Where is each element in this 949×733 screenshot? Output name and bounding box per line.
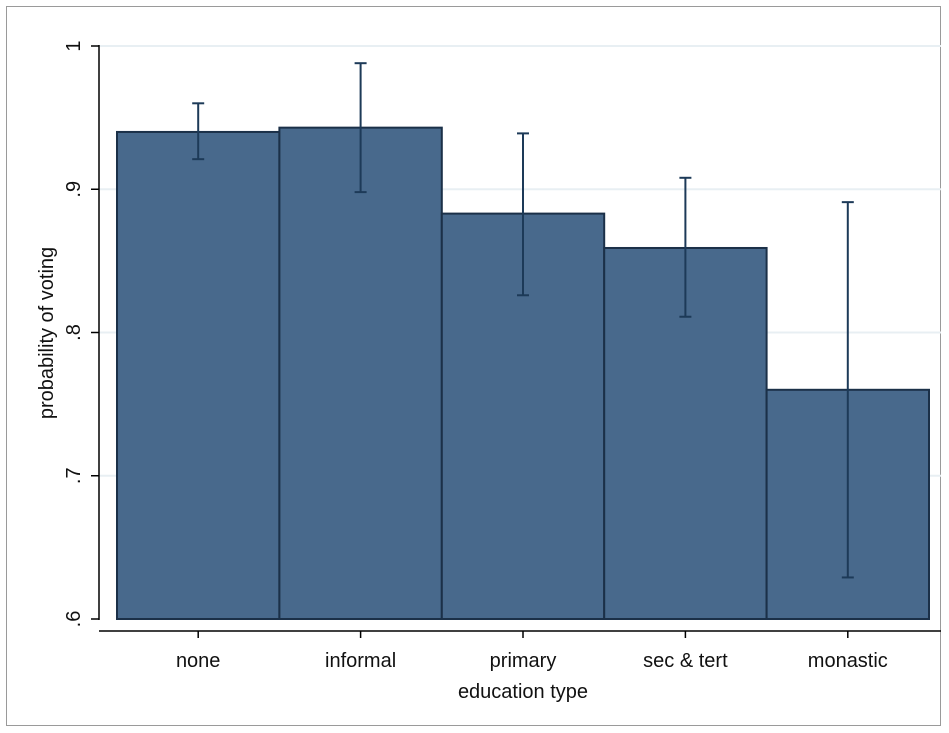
y-tick-label-2: .8: [63, 324, 85, 341]
bar-0: [116, 130, 281, 620]
bar-1: [278, 126, 443, 620]
y-tick-label-4: 1: [63, 40, 85, 51]
x-tick-label-3: sec & tert: [643, 650, 728, 672]
x-tick-label-0: none: [176, 650, 221, 672]
bars: [116, 126, 930, 620]
y-tick-labels: .6 .7 .8 .9 1: [63, 40, 85, 627]
y-tick-label-3: .9: [63, 181, 85, 198]
y-tick-label-1: .7: [63, 467, 85, 484]
y-axis-title: probability of voting: [36, 247, 58, 419]
x-tick-label-4: monastic: [808, 650, 888, 672]
y-tick-label-0: .6: [63, 611, 85, 628]
x-tick-label-2: primary: [490, 650, 557, 672]
x-tick-labels: none informal primary sec & tert monastic: [176, 650, 888, 672]
x-axis-title: education type: [458, 681, 588, 703]
error-bars: [192, 62, 854, 579]
axes: [91, 45, 941, 638]
x-tick-label-1: informal: [325, 650, 396, 672]
